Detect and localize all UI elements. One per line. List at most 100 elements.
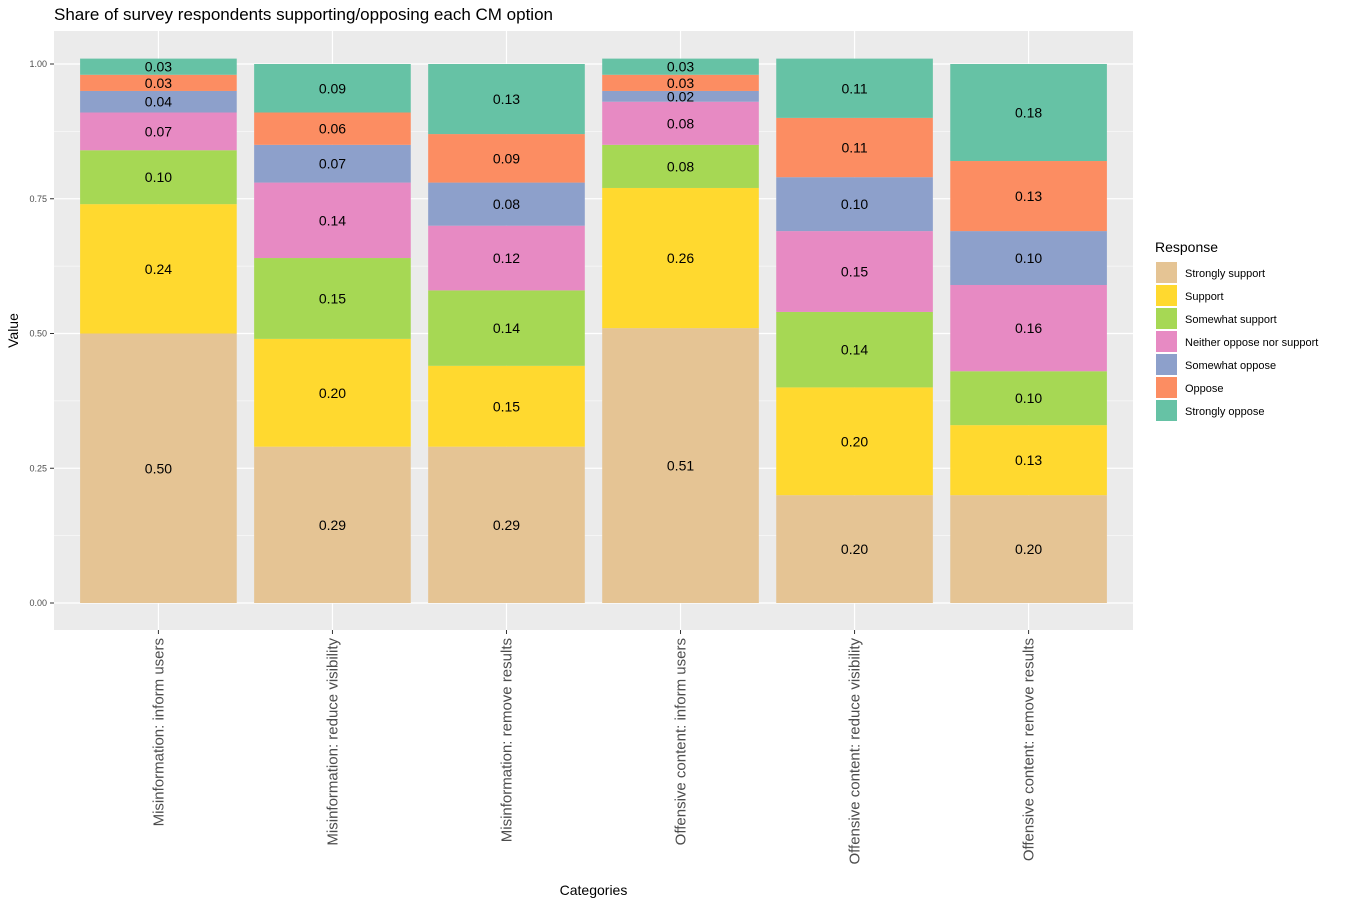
- bar-segment: [80, 90, 237, 113]
- data-label: 0.20: [319, 385, 346, 401]
- legend-label: Somewhat oppose: [1185, 360, 1276, 372]
- data-label: 0.20: [841, 541, 868, 557]
- data-label: 0.29: [493, 517, 520, 533]
- bar-segment: [254, 258, 411, 339]
- x-tick-label: Offensive content: reduce visibility: [847, 638, 864, 865]
- x-tick-label: Misinformation: inform users: [150, 638, 167, 826]
- data-label: 0.16: [1015, 320, 1042, 336]
- data-label: 0.51: [667, 458, 694, 474]
- bar-segment: [80, 74, 237, 91]
- bar-segment: [80, 112, 237, 151]
- bar-segment: [428, 365, 585, 447]
- bar-segment: [776, 495, 933, 603]
- bar-segment: [602, 187, 759, 329]
- y-tick-label: 0.00: [29, 598, 47, 608]
- data-label: 0.03: [667, 75, 694, 91]
- y-tick-label: 0.75: [29, 194, 47, 204]
- bar-segment: [254, 64, 411, 113]
- bar-segment: [602, 74, 759, 91]
- bar-segment: [428, 225, 585, 291]
- data-label: 0.08: [667, 158, 694, 174]
- bar-segment: [80, 150, 237, 205]
- data-label: 0.24: [145, 261, 172, 277]
- data-label: 0.10: [145, 169, 172, 185]
- data-label: 0.15: [493, 398, 520, 414]
- data-label: 0.15: [841, 264, 868, 280]
- bar-segment: [776, 58, 933, 118]
- bar-segment: [80, 58, 237, 75]
- bar-segment: [428, 134, 585, 183]
- bar-segment: [602, 328, 759, 603]
- y-axis: 0.00 0.25 0.50 0.75 1.00: [29, 59, 54, 608]
- legend-title: Response: [1155, 239, 1218, 255]
- data-label: 0.08: [493, 196, 520, 212]
- data-label: 0.07: [145, 123, 172, 139]
- data-label: 0.50: [145, 460, 172, 476]
- x-tick-label: Misinformation: remove results: [498, 638, 515, 842]
- bar-segment: [428, 290, 585, 366]
- data-label: 0.15: [319, 290, 346, 306]
- data-label: 0.04: [145, 94, 172, 110]
- x-tick-label: Misinformation: reduce visibility: [324, 638, 341, 846]
- segment-labels: 0.500.240.100.070.040.030.030.290.200.15…: [145, 59, 1043, 557]
- y-axis-title: Value: [5, 313, 21, 348]
- x-axis-title: Categories: [560, 882, 628, 898]
- legend-label: Support: [1185, 291, 1224, 303]
- legend-label: Strongly support: [1185, 268, 1265, 280]
- bar-segment: [950, 64, 1107, 162]
- data-label: 0.11: [841, 140, 867, 156]
- bar-segment: [602, 90, 759, 102]
- legend-swatch: [1156, 331, 1177, 352]
- bar-segment: [254, 144, 411, 183]
- bar-segment: [776, 117, 933, 178]
- y-tick-label: 0.25: [29, 463, 47, 473]
- bar-segment: [428, 182, 585, 226]
- bar-segment: [950, 495, 1107, 603]
- bar-segment: [950, 231, 1107, 285]
- data-label: 0.20: [1015, 541, 1042, 557]
- legend-swatch: [1156, 400, 1177, 421]
- data-label: 0.06: [319, 121, 346, 137]
- data-label: 0.13: [1015, 452, 1042, 468]
- data-label: 0.07: [319, 156, 346, 172]
- chart-title: Share of survey respondents supporting/o…: [54, 5, 553, 24]
- data-label: 0.10: [841, 196, 868, 212]
- data-label: 0.10: [1015, 390, 1042, 406]
- x-tick-label: Offensive content: inform users: [673, 638, 690, 845]
- bar-segment: [80, 204, 237, 334]
- data-label: 0.03: [145, 59, 172, 75]
- bar-segment: [950, 284, 1107, 372]
- data-label: 0.14: [493, 320, 520, 336]
- data-label: 0.02: [667, 88, 694, 104]
- data-label: 0.29: [319, 517, 346, 533]
- legend: Response Strongly support Support Somewhat…: [1155, 239, 1318, 421]
- legend-swatch: [1156, 354, 1177, 375]
- legend-swatch: [1156, 262, 1177, 283]
- bars: [80, 58, 1107, 603]
- legend-label: Neither oppose nor support: [1185, 337, 1318, 349]
- data-label: 0.13: [493, 91, 520, 107]
- bar-segment: [950, 371, 1107, 426]
- y-tick-label: 0.50: [29, 329, 47, 339]
- data-label: 0.14: [319, 212, 346, 228]
- bar-segment: [776, 177, 933, 232]
- bar-segment: [602, 58, 759, 75]
- bar-segment: [602, 101, 759, 145]
- data-label: 0.03: [667, 59, 694, 75]
- bar-segment: [776, 311, 933, 388]
- bar-segment: [254, 446, 411, 603]
- bar-segment: [428, 446, 585, 603]
- bar-segment: [776, 231, 933, 312]
- y-tick-label: 1.00: [29, 59, 47, 69]
- legend-swatch: [1156, 377, 1177, 398]
- data-label: 0.18: [1015, 105, 1042, 121]
- data-label: 0.10: [1015, 250, 1042, 266]
- data-label: 0.14: [841, 342, 868, 358]
- bar-segment: [428, 64, 585, 135]
- legend-swatch: [1156, 308, 1177, 329]
- bar-segment: [254, 112, 411, 145]
- bar-segment: [254, 182, 411, 259]
- legend-label: Oppose: [1185, 383, 1224, 395]
- bar-segment: [950, 425, 1107, 496]
